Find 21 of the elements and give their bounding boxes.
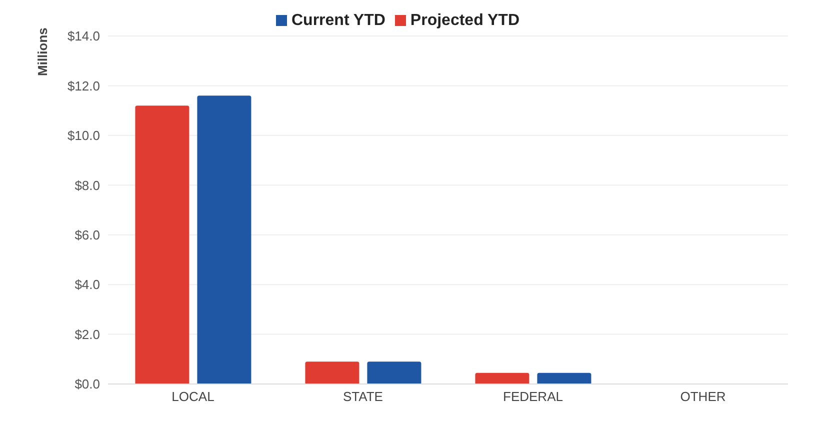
y-tick-label: $8.0 <box>74 178 100 193</box>
y-tick-label: $12.0 <box>67 78 100 94</box>
bar <box>367 362 422 384</box>
x-tick-label: OTHER <box>680 389 726 404</box>
y-tick-label: $10.0 <box>67 128 100 144</box>
bar <box>135 106 190 384</box>
y-tick-label: $2.0 <box>74 326 100 342</box>
y-tick-label: $4.0 <box>74 277 100 292</box>
y-tick-label: $6.0 <box>74 227 100 242</box>
legend-label: Current YTD <box>291 12 386 29</box>
legend-label: Projected YTD <box>410 12 520 29</box>
x-tick-label: STATE <box>343 389 384 404</box>
bar <box>475 372 530 384</box>
x-tick-label: LOCAL <box>172 389 214 404</box>
bar <box>197 96 252 384</box>
x-tick-label: FEDERAL <box>503 389 563 404</box>
bar <box>305 362 360 384</box>
y-axis-title: Millions <box>35 28 50 76</box>
y-tick-label: $0.0 <box>74 376 100 392</box>
y-tick-label: $14.0 <box>67 28 100 44</box>
bar <box>537 372 592 384</box>
